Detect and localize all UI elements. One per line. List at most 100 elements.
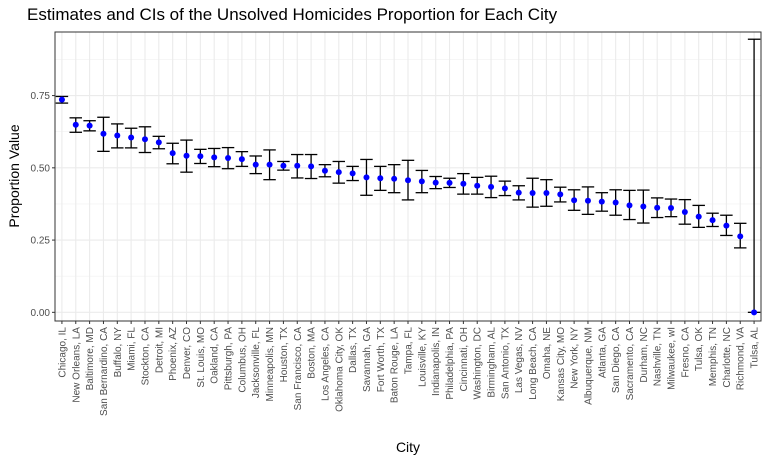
estimate-point <box>640 203 647 210</box>
y-tick-label: 0.50 <box>31 163 51 174</box>
estimate-point <box>183 152 190 159</box>
x-tick-label: Phoenix, AZ <box>168 327 179 381</box>
x-tick-label: Charlotte, NC <box>722 327 733 388</box>
x-tick-label: Dallas, TX <box>348 327 359 373</box>
x-tick-label: Albuquerque, NM <box>583 327 594 405</box>
x-tick-label: Denver, CO <box>182 327 193 379</box>
estimate-point <box>391 175 398 182</box>
estimate-point <box>252 161 259 168</box>
estimate-point <box>460 180 467 187</box>
estimate-point <box>363 174 370 181</box>
x-tick-label: Baton Rouge, LA <box>390 327 401 403</box>
x-tick-label: Los Angeles, CA <box>320 327 331 401</box>
y-axis-ticks: 0.00 0.25 0.50 0.75 <box>31 91 55 319</box>
estimate-point <box>612 199 619 206</box>
errorbar-layer <box>55 38 761 313</box>
x-tick-label: Long Beach, CA <box>528 327 539 400</box>
y-tick-label: 0.75 <box>31 91 51 102</box>
point-layer <box>58 96 758 316</box>
x-tick-label: San Bernardino, CA <box>99 327 110 416</box>
x-tick-label: Cincinnati, OH <box>459 327 470 391</box>
estimate-point <box>571 197 578 204</box>
estimate-point <box>751 309 758 316</box>
x-tick-label: Columbus, OH <box>237 327 248 393</box>
estimate-point <box>598 198 605 205</box>
estimate-point <box>335 169 342 176</box>
y-axis-title: Proportion Value <box>6 124 22 227</box>
estimate-point <box>488 183 495 190</box>
x-tick-label: Sacramento, CA <box>625 327 636 401</box>
x-tick-label: Kansas City, MO <box>556 327 567 401</box>
estimate-point <box>654 204 661 211</box>
x-tick-label: Baltimore, MD <box>85 327 96 390</box>
estimate-point <box>211 154 218 161</box>
x-axis-ticks: Chicago, IL New Orleans, LA Baltimore, MD S… <box>57 321 761 416</box>
x-tick-label: Tampa, FL <box>404 327 415 375</box>
x-tick-label: San Francisco, CA <box>293 327 304 411</box>
x-tick-label: Tulsa, OK <box>694 327 705 371</box>
estimate-point <box>709 217 716 224</box>
estimate-point <box>626 202 633 209</box>
x-tick-label: Jacksonville, FL <box>251 327 262 399</box>
estimate-point <box>418 178 425 185</box>
estimate-point <box>446 179 453 186</box>
x-tick-label: Omaha, NE <box>542 327 553 380</box>
estimate-point <box>128 134 135 141</box>
estimate-point <box>543 189 550 196</box>
x-tick-label: Savannah, GA <box>362 327 373 392</box>
estimate-point <box>474 182 481 189</box>
estimate-point <box>668 205 675 212</box>
y-tick-label: 0.00 <box>31 308 51 319</box>
estimate-point <box>737 233 744 240</box>
x-tick-label: Tulsa, AL <box>750 327 761 369</box>
x-axis-title: City <box>396 439 420 455</box>
x-tick-label: Indianapolis, IN <box>431 327 442 396</box>
x-tick-label: Minneapolis, MN <box>265 327 276 401</box>
estimate-point <box>405 177 411 184</box>
x-tick-label: Milwaukee, wI <box>667 327 678 390</box>
estimate-point <box>308 163 315 170</box>
x-tick-label: Houston, TX <box>279 327 290 383</box>
x-tick-label: Nashville, TN <box>653 327 664 386</box>
estimate-point <box>141 136 148 143</box>
x-tick-label: Richmond, VA <box>736 327 747 391</box>
x-tick-label: Durham, NC <box>639 327 650 383</box>
x-tick-label: Oakland, CA <box>210 327 221 384</box>
estimate-point <box>197 153 204 160</box>
x-tick-label: Detroit, MI <box>154 327 165 373</box>
x-tick-label: Miami, FL <box>127 327 138 371</box>
x-tick-label: San Diego, CA <box>611 327 622 393</box>
x-tick-label: Louisville, KY <box>417 327 428 387</box>
x-tick-label: Birmingham, AL <box>487 327 498 398</box>
estimate-point <box>238 156 245 163</box>
estimate-point <box>321 167 328 174</box>
x-tick-label: New York, NY <box>570 327 581 389</box>
x-tick-label: Las Vegas, NV <box>514 327 525 393</box>
x-tick-label: Stockton, CA <box>140 327 151 386</box>
x-tick-label: San Antonio, TX <box>500 327 511 399</box>
estimate-point <box>723 222 730 229</box>
x-tick-label: Chicago, IL <box>57 327 68 378</box>
x-tick-label: Philadelphia, PA <box>445 327 456 400</box>
estimate-point <box>377 175 384 182</box>
estimate-point <box>225 155 232 162</box>
x-tick-label: Pittsburgh, PA <box>224 327 235 391</box>
x-tick-label: Washington, DC <box>473 327 484 399</box>
x-tick-label: Fort Worth, TX <box>376 327 387 393</box>
estimate-point <box>432 179 439 186</box>
x-tick-label: Oklahoma City, OK <box>334 327 345 412</box>
x-tick-label: New Orleans, LA <box>71 327 82 403</box>
estimate-point <box>349 170 356 177</box>
estimate-point <box>155 139 162 146</box>
estimate-point <box>86 122 93 129</box>
estimate-point <box>557 191 564 198</box>
estimate-point <box>114 132 121 139</box>
x-tick-label: Boston, MA <box>307 327 318 379</box>
estimate-point <box>584 197 591 204</box>
estimate-point <box>280 162 287 169</box>
estimate-point <box>100 130 107 137</box>
x-tick-label: Fresno, CA <box>680 327 691 378</box>
estimate-point <box>294 162 301 169</box>
